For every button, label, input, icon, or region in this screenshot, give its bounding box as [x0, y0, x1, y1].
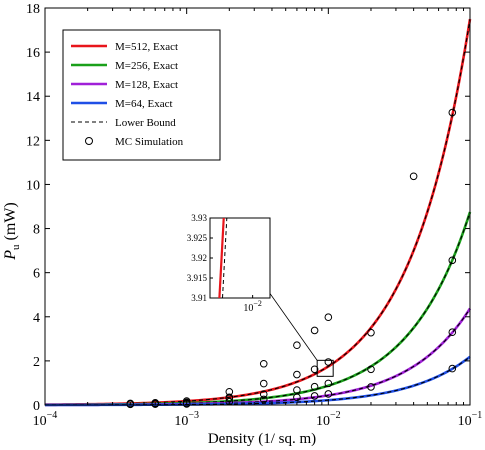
mc-marker-2-8: [367, 365, 375, 374]
mc-marker-1-9: [448, 256, 457, 265]
mc-marker-0-6: [310, 326, 319, 335]
mc-marker-3-6: [310, 392, 319, 400]
mc-marker-1-5: [293, 370, 301, 379]
series-line-2: [45, 307, 472, 407]
mc-marker-2-7: [324, 379, 333, 388]
x-tick-label: 10−1: [458, 410, 483, 429]
mc-marker-3-8: [367, 383, 375, 391]
mc-marker-2-6: [310, 382, 319, 391]
mc-marker-3-7: [324, 390, 333, 398]
inset-y-tick-label: 3.93: [191, 213, 207, 223]
x-tick-label: 10−2: [316, 410, 341, 429]
y-tick-label: 0: [33, 399, 40, 414]
mc-marker-0-4: [259, 359, 268, 368]
mc-marker-2-9: [448, 328, 457, 337]
mc-marker-1-7: [324, 358, 333, 366]
legend-label: M=128, Exact: [115, 79, 178, 91]
y-tick-label: 6: [33, 267, 40, 282]
legend-label: M=64, Exact: [115, 98, 173, 110]
mc-marker-1-4: [259, 379, 268, 388]
y-tick-label: 10: [26, 178, 40, 193]
mc-marker-3-5: [293, 393, 301, 402]
y-axis-label-sub: u: [10, 244, 22, 250]
y-tick-label: 4: [33, 311, 40, 326]
lower-bound-line-2: [45, 308, 471, 406]
legend-label: M=256, Exact: [115, 60, 178, 72]
y-tick-label: 2: [33, 355, 40, 370]
y-axis-label-main: P: [2, 250, 19, 261]
legend-label: Lower Bound: [115, 117, 176, 129]
mc-marker-0-5: [293, 341, 301, 350]
plot-area: [44, 18, 472, 409]
mc-marker-3-1: [151, 400, 160, 408]
mc-marker-1-6: [310, 365, 319, 374]
inset-bound-line: [222, 217, 228, 299]
inset-exact-line: [218, 217, 225, 299]
y-axis-label: Pu (mW): [2, 202, 22, 260]
mc-marker-2-4: [259, 390, 268, 398]
mc-marker-0-7: [324, 313, 333, 322]
mc-marker-1-8: [367, 328, 375, 337]
inset-y-tick-label: 3.915: [187, 273, 208, 283]
inset-plot: 3.93 3.925 3.92 3.915 3.91 10−2: [187, 213, 271, 314]
x-tick-label: 10−3: [174, 410, 199, 429]
y-axis-label-unit: (mW): [2, 202, 19, 240]
inset-y-tick-label: 3.925: [187, 233, 208, 243]
inset-y-tick-label: 3.91: [191, 293, 207, 303]
legend: M=512, Exact M=256, Exact M=128, Exact M=64…: [62, 29, 221, 161]
inset-x-tick-label: 10−2: [243, 299, 262, 314]
mc-marker-3-4: [259, 395, 268, 404]
axes: 0 2 4 6 8 10 12 14 16 18 10−4 10−3 10−2 10−1: [26, 2, 482, 429]
y-tick-label: 16: [26, 46, 40, 61]
mc-marker-0-8: [409, 172, 418, 181]
legend-box: [62, 29, 221, 161]
mc-marker-0-9: [448, 108, 457, 117]
plot-frame: [44, 7, 471, 406]
y-tick-label: 8: [33, 223, 40, 238]
x-axis-label: Density (1/ sq. m): [208, 431, 316, 447]
y-tick-label: 12: [26, 134, 40, 149]
mc-marker-3-0: [126, 400, 135, 409]
mc-marker-2-3: [225, 394, 234, 403]
y-tick-label: 18: [26, 2, 40, 17]
mc-marker-3-9: [448, 364, 457, 373]
legend-label: M=512, Exact: [115, 41, 178, 53]
x-tick-label: 10−4: [33, 410, 58, 429]
legend-swatch: [85, 137, 93, 145]
inset-y-tick-label: 3.92: [191, 253, 207, 263]
mc-marker-2-5: [293, 386, 301, 394]
zoom-box: [316, 359, 334, 377]
legend-label: MC Simulation: [115, 136, 184, 148]
y-tick-label: 14: [26, 90, 40, 105]
